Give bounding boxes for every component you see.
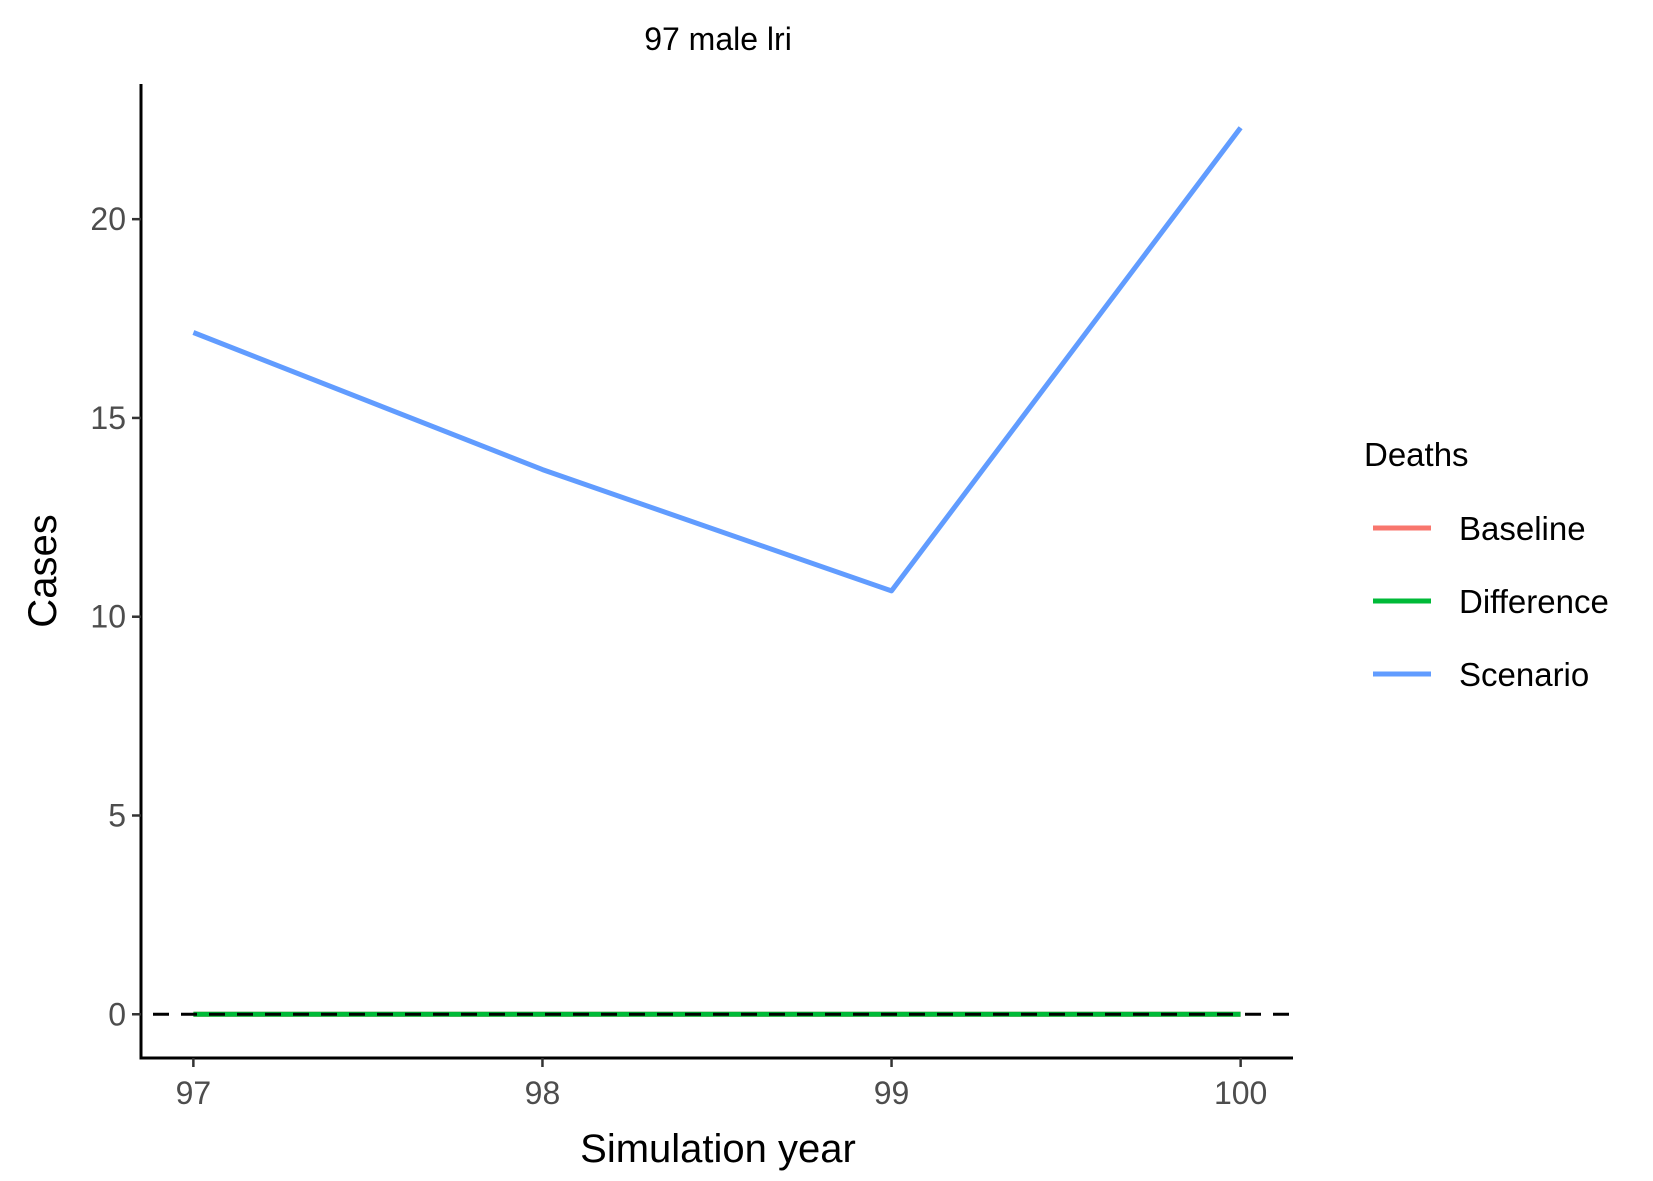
x-tick-label: 97 [176,1075,212,1111]
y-tick-label: 0 [108,996,126,1032]
plot-area [153,126,1293,1017]
legend-label-scenario: Scenario [1459,656,1589,693]
y-tick-label: 10 [90,599,126,635]
legend-title: Deaths [1364,436,1469,473]
x-tick-label: 99 [874,1075,910,1111]
y-tick-label: 15 [90,400,126,436]
x-tick-label: 98 [525,1075,561,1111]
x-axis-title: Simulation year [580,1127,856,1171]
y-tick-label: 20 [90,201,126,237]
series-line-scenario [192,126,1243,594]
y-axis-ticks: 0 5 10 15 20 [90,201,141,1032]
chart-title: 97 male lri [644,21,792,57]
y-axis-title: Cases [21,514,65,627]
x-axis-ticks: 97 98 99 100 [176,1058,1267,1111]
x-tick-label: 100 [1214,1075,1267,1111]
legend: Deaths Baseline Difference Scenario [1364,436,1609,693]
legend-label-baseline: Baseline [1459,510,1586,547]
legend-label-difference: Difference [1459,583,1609,620]
y-tick-label: 5 [108,797,126,833]
